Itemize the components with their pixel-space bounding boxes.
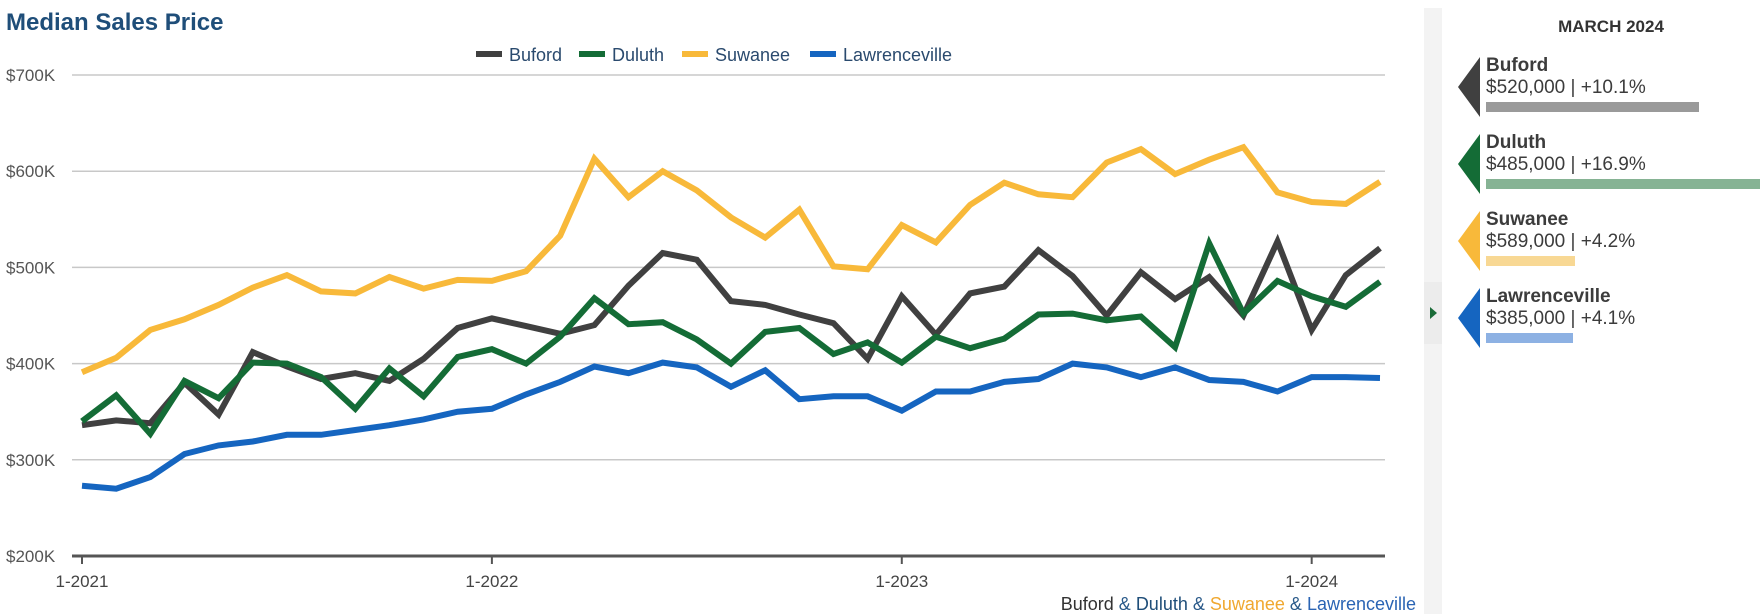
- card-value: $385,000 | +4.1%: [1486, 308, 1636, 329]
- y-axis-ticks: $200K $300K $400K $500K $600K $700K: [6, 66, 56, 566]
- marker-icon: [1458, 211, 1480, 271]
- card-name: Lawrenceville: [1486, 286, 1611, 307]
- y-tick-label: $500K: [6, 258, 56, 277]
- series-line-lawrenceville: [81, 359, 1381, 492]
- summary-card-lawrenceville[interactable]: Lawrenceville $385,000 | +4.1%: [1458, 286, 1760, 354]
- change-bar: [1486, 256, 1575, 266]
- x-tick-label: 1-2024: [1285, 572, 1338, 591]
- y-tick-label: $300K: [6, 451, 56, 470]
- chart-grid: [72, 74, 1385, 461]
- legend-label-duluth: Duluth: [612, 45, 664, 65]
- x-tick-label: 1-2021: [56, 572, 109, 591]
- side-panel: MARCH 2024 Buford $520,000 | +10.1% Dulu…: [1442, 0, 1760, 614]
- y-tick-label: $700K: [6, 66, 56, 85]
- y-tick-label: $400K: [6, 355, 56, 374]
- series-line-duluth: [80, 235, 1382, 439]
- x-axis: 1-2021 1-2022 1-2023 1-2024: [56, 554, 1385, 591]
- footer-part: &: [1188, 594, 1210, 614]
- summary-card-duluth[interactable]: Duluth $485,000 | +16.9%: [1458, 132, 1760, 200]
- y-tick-label: $600K: [6, 162, 56, 181]
- summary-card-buford[interactable]: Buford $520,000 | +10.1%: [1458, 55, 1760, 123]
- footer-part: Suwanee: [1210, 594, 1285, 614]
- chart-series-lines: [80, 143, 1382, 492]
- y-tick-label: $200K: [6, 547, 56, 566]
- x-tick-label: 1-2022: [465, 572, 518, 591]
- footer-part: Duluth: [1136, 594, 1188, 614]
- change-bar: [1486, 179, 1760, 189]
- legend-label-buford: Buford: [509, 45, 562, 65]
- panel-heading: MARCH 2024: [1558, 17, 1664, 36]
- footer-part: &: [1114, 594, 1136, 614]
- chevron-right-icon: [1430, 307, 1437, 319]
- footer-part: &: [1285, 594, 1307, 614]
- x-tick-label: 1-2023: [875, 572, 928, 591]
- card-name: Buford: [1486, 55, 1549, 76]
- card-name: Suwanee: [1486, 209, 1569, 230]
- card-value: $485,000 | +16.9%: [1486, 154, 1646, 175]
- card-value: $520,000 | +10.1%: [1486, 77, 1646, 98]
- series-line-suwanee: [80, 143, 1382, 376]
- marker-icon: [1458, 288, 1480, 348]
- chart-legend: Buford Duluth Suwanee Lawrenceville: [476, 45, 952, 65]
- summary-card-suwanee[interactable]: Suwanee $589,000 | +4.2%: [1458, 209, 1760, 277]
- marker-icon: [1458, 57, 1480, 117]
- legend-label-lawrenceville: Lawrenceville: [843, 45, 952, 65]
- marker-icon: [1458, 134, 1480, 194]
- change-bar: [1486, 102, 1699, 112]
- card-name: Duluth: [1486, 132, 1547, 153]
- legend-label-suwanee: Suwanee: [715, 45, 790, 65]
- series-footer: Buford & Duluth & Suwanee & Lawrencevill…: [1061, 594, 1416, 614]
- chart-title: Median Sales Price: [6, 9, 223, 36]
- median-sales-price-chart: Median Sales Price Buford Duluth Suwanee La…: [6, 9, 1416, 614]
- panel-toggle-button[interactable]: [1424, 282, 1442, 344]
- footer-part: Buford: [1061, 594, 1114, 614]
- card-value: $589,000 | +4.2%: [1486, 231, 1636, 252]
- series-line-buford: [81, 233, 1382, 429]
- change-bar: [1486, 333, 1573, 343]
- footer-part: Lawrenceville: [1307, 594, 1416, 614]
